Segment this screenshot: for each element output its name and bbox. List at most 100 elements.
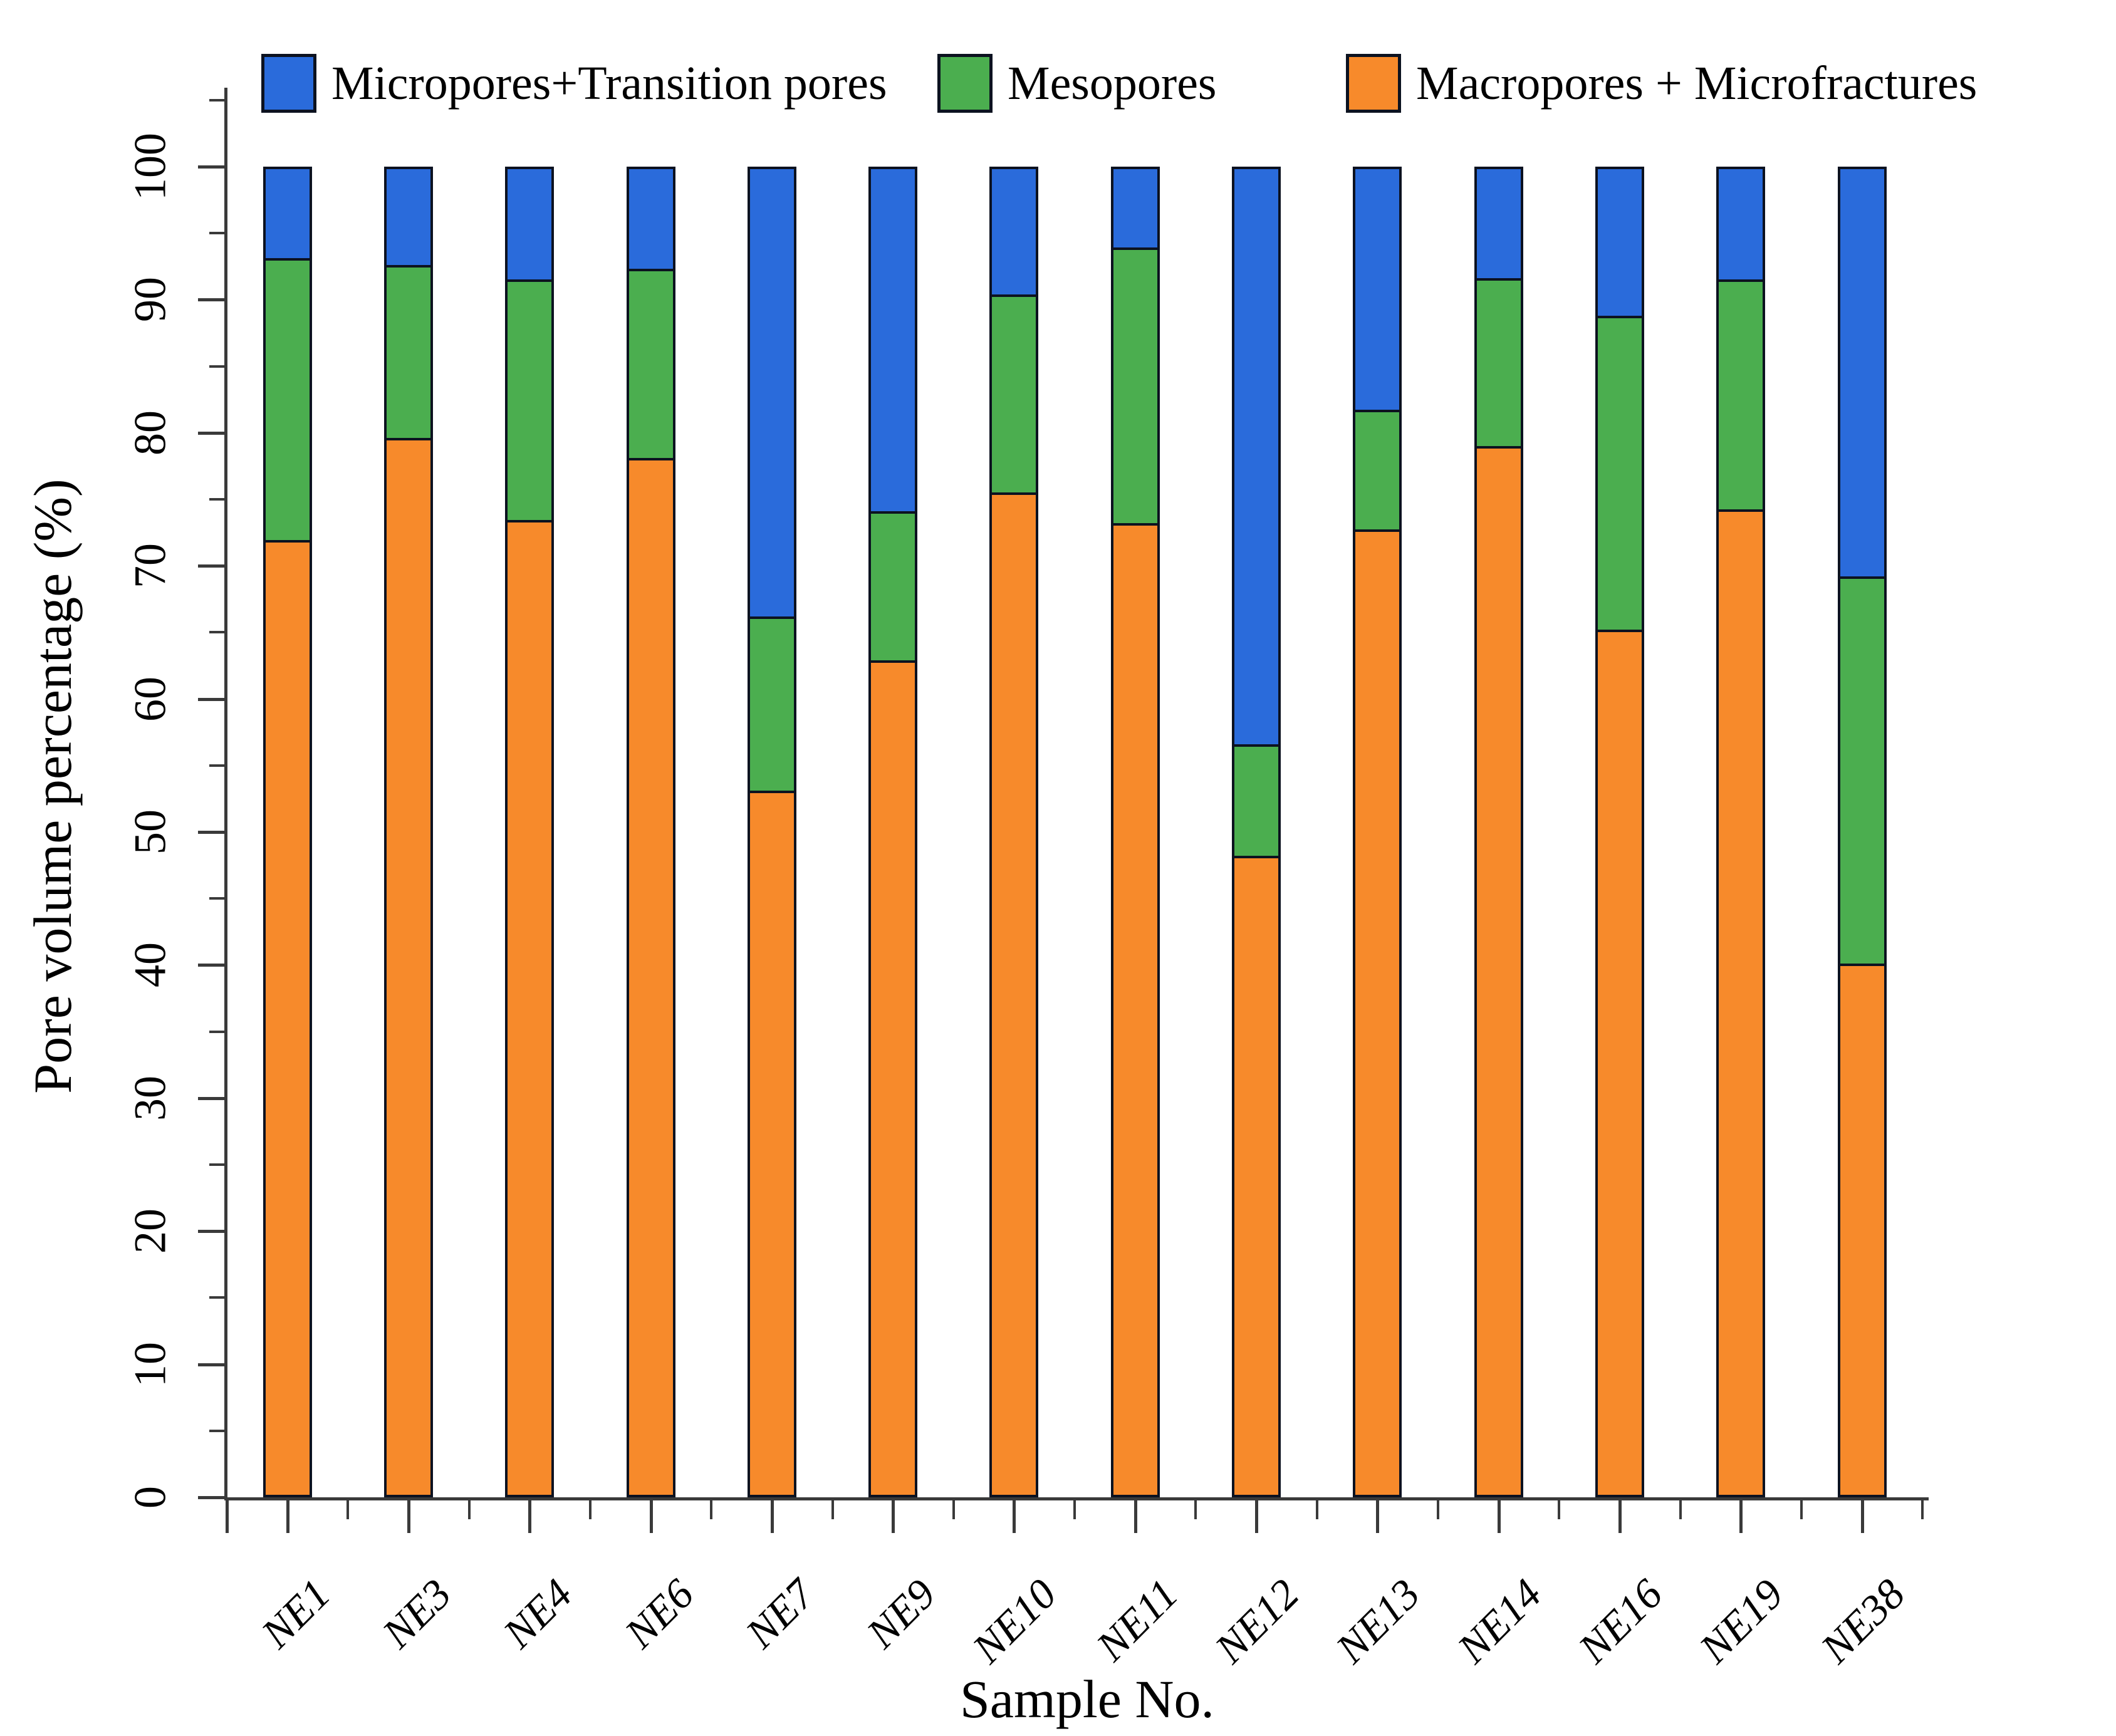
y-tick-label: 70 <box>125 543 175 589</box>
legend-label-mesopores: Mesopores <box>1008 56 1217 110</box>
y-minor-tick <box>209 1429 227 1432</box>
x-major-tick <box>1497 1500 1501 1533</box>
y-major-tick <box>198 1363 227 1366</box>
y-minor-tick <box>209 232 227 235</box>
bar-segment-ne13-mesopores <box>1355 410 1399 529</box>
y-axis-title: Pore volume percentage (%) <box>23 479 83 1094</box>
x-minor-tick <box>467 1500 471 1519</box>
x-minor-tick <box>1437 1500 1439 1519</box>
bar-segment-ne9-mesopores <box>871 511 915 660</box>
y-tick-label: 50 <box>125 809 175 855</box>
bar-segment-ne11-macropores-microfractures <box>1113 523 1157 1495</box>
bar-segment-ne14-micropores-transition-pores <box>1477 169 1521 278</box>
x-minor-tick <box>588 1500 592 1519</box>
x-major-tick <box>1618 1500 1622 1533</box>
y-tick-label: 30 <box>125 1075 175 1121</box>
bar-segment-ne7-micropores-transition-pores <box>750 169 794 616</box>
bar-segment-ne4-micropores-transition-pores <box>508 169 551 279</box>
x-major-tick <box>1013 1500 1016 1533</box>
legend-item-micropores: Micropores+Transition pores <box>261 53 887 113</box>
bar-segment-ne38-macropores-microfractures <box>1840 964 1884 1495</box>
bar-segment-ne6-macropores-microfractures <box>629 458 673 1495</box>
legend-label-macropores: Macropores + Microfractures <box>1416 56 1978 110</box>
bar-segment-ne38-mesopores <box>1840 576 1884 964</box>
x-minor-tick <box>1315 1500 1318 1519</box>
legend-item-mesopores: Mesopores <box>937 53 1217 113</box>
bar-segment-ne16-mesopores <box>1598 316 1642 630</box>
x-major-tick <box>1376 1500 1380 1533</box>
x-minor-tick <box>952 1500 955 1519</box>
bar-segment-ne11-micropores-transition-pores <box>1113 169 1157 247</box>
y-major-tick <box>198 298 227 302</box>
y-tick-label: 60 <box>125 676 175 722</box>
legend-item-macropores: Macropores + Microfractures <box>1346 53 1977 113</box>
x-major-tick <box>1255 1500 1259 1533</box>
bar-ne14 <box>1474 167 1523 1497</box>
bar-ne38 <box>1838 167 1887 1497</box>
bar-segment-ne10-macropores-microfractures <box>992 492 1036 1495</box>
y-minor-tick <box>209 764 227 767</box>
y-tick-label: 20 <box>125 1208 175 1254</box>
bar-ne6 <box>627 167 675 1497</box>
y-major-tick <box>198 964 227 967</box>
bar-segment-ne4-macropores-microfractures <box>508 520 551 1495</box>
y-minor-tick <box>209 498 227 501</box>
x-minor-tick <box>710 1500 713 1519</box>
legend-label-micropores: Micropores+Transition pores <box>331 56 887 110</box>
x-minor-tick <box>1921 1500 1924 1519</box>
bar-ne9 <box>868 167 917 1497</box>
bar-segment-ne19-micropores-transition-pores <box>1719 169 1763 279</box>
x-major-tick <box>1134 1500 1137 1533</box>
x-major-tick <box>1739 1500 1743 1533</box>
y-major-tick <box>198 1096 227 1100</box>
bar-segment-ne16-micropores-transition-pores <box>1598 169 1642 316</box>
x-major-tick <box>286 1500 289 1533</box>
x-axis-line <box>224 1497 1929 1500</box>
y-major-tick <box>198 1230 227 1234</box>
bar-segment-ne16-macropores-microfractures <box>1598 630 1642 1495</box>
bar-segment-ne7-macropores-microfractures <box>750 791 794 1495</box>
x-minor-tick <box>1194 1500 1197 1519</box>
y-tick-label: 40 <box>125 942 175 988</box>
x-edge-tick <box>226 1500 229 1533</box>
bar-ne16 <box>1595 167 1644 1497</box>
y-minor-tick <box>209 365 227 368</box>
bar-segment-ne1-micropores-transition-pores <box>266 169 310 258</box>
bar-segment-ne19-macropores-microfractures <box>1719 509 1763 1495</box>
y-major-tick <box>198 564 227 568</box>
bar-segment-ne13-macropores-microfractures <box>1355 529 1399 1495</box>
x-minor-tick <box>1800 1500 1803 1519</box>
x-minor-tick <box>831 1500 834 1519</box>
bar-ne1 <box>263 167 312 1497</box>
y-tick-label: 10 <box>125 1341 175 1387</box>
bar-ne10 <box>989 167 1038 1497</box>
bar-segment-ne1-macropores-microfractures <box>266 540 310 1495</box>
y-minor-tick <box>209 631 227 634</box>
legend-swatch-micropores <box>261 54 316 113</box>
y-minor-tick <box>209 98 227 101</box>
bar-segment-ne3-mesopores <box>387 265 430 438</box>
bar-segment-ne12-macropores-microfractures <box>1234 856 1278 1495</box>
bar-segment-ne13-micropores-transition-pores <box>1355 169 1399 410</box>
bar-ne11 <box>1111 167 1160 1497</box>
bar-ne3 <box>384 167 433 1497</box>
legend-swatch-macropores <box>1346 54 1401 113</box>
x-major-tick <box>1860 1500 1864 1533</box>
bar-segment-ne12-micropores-transition-pores <box>1234 169 1278 744</box>
y-tick-label: 80 <box>125 410 175 455</box>
y-minor-tick <box>209 1030 227 1033</box>
bar-segment-ne10-mesopores <box>992 294 1036 492</box>
bar-segment-ne6-micropores-transition-pores <box>629 169 673 269</box>
x-minor-tick <box>1679 1500 1682 1519</box>
x-minor-tick <box>1558 1500 1561 1519</box>
y-major-tick <box>198 1496 227 1499</box>
x-axis-title: Sample No. <box>959 1669 1215 1729</box>
y-major-tick <box>198 831 227 834</box>
bar-segment-ne38-micropores-transition-pores <box>1840 169 1884 576</box>
x-major-tick <box>892 1500 895 1533</box>
y-major-tick <box>198 431 227 435</box>
y-tick-label: 90 <box>125 277 175 323</box>
legend-swatch-mesopores <box>937 54 993 113</box>
bar-segment-ne4-mesopores <box>508 279 551 520</box>
